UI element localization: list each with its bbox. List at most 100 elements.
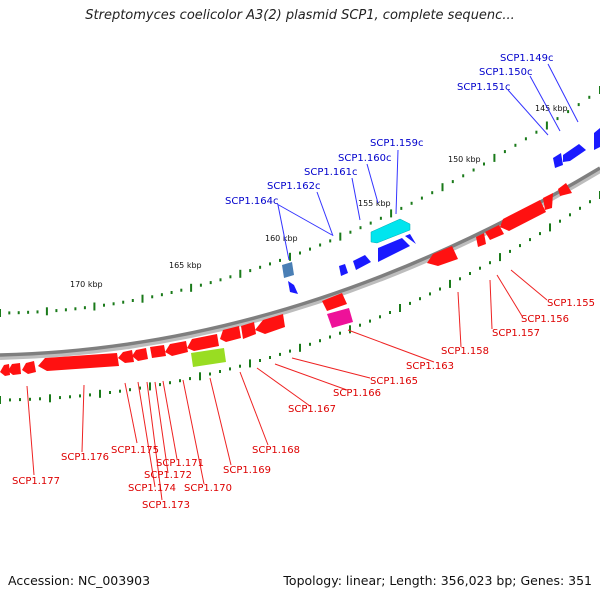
gene-label-reverse: SCP1.157 xyxy=(492,328,540,339)
tick-mark xyxy=(309,247,311,251)
tick-mark xyxy=(229,275,232,279)
tick-mark xyxy=(239,364,241,368)
tick-mark xyxy=(379,315,381,319)
tick-mark xyxy=(588,95,591,99)
gene-label-forward: SCP1.161c xyxy=(304,167,358,178)
tick-mark xyxy=(93,302,96,311)
gene-arrow xyxy=(38,353,119,371)
forward-leader-lines xyxy=(276,63,579,261)
gene-label-reverse: SCP1.174 xyxy=(128,483,176,494)
gene-arrow xyxy=(553,153,563,168)
tick-mark xyxy=(369,221,372,225)
gene-arrow xyxy=(132,348,148,361)
gene-arrow xyxy=(427,246,458,266)
gene-label-reverse: SCP1.156 xyxy=(521,314,569,325)
steel-feature xyxy=(282,262,294,278)
tick-mark xyxy=(199,283,202,287)
tick-mark xyxy=(539,232,541,236)
tick-mark xyxy=(55,309,58,313)
gene-arrow xyxy=(8,363,21,375)
gene-arrow xyxy=(476,233,486,247)
gene-arrow xyxy=(558,183,572,196)
gene-label-forward: SCP1.149c xyxy=(500,53,554,64)
gene-label-reverse: SCP1.167 xyxy=(288,404,336,415)
tick-mark xyxy=(190,283,193,292)
accession-text: Accession: NC_003903 xyxy=(8,573,151,588)
tick-mark xyxy=(451,180,454,184)
gene-label-forward: SCP1.160c xyxy=(338,153,392,164)
tick-mark xyxy=(289,252,291,261)
tick-mark xyxy=(410,201,413,205)
tick-mark xyxy=(319,243,322,247)
kbp-label: 165 kbp xyxy=(169,261,202,270)
tick-mark xyxy=(509,249,511,253)
tick-mark xyxy=(180,288,183,292)
gene-arrow xyxy=(322,293,347,311)
tick-mark xyxy=(229,367,231,371)
tick-mark xyxy=(279,352,281,356)
gene-arrow xyxy=(405,234,416,244)
tick-mark xyxy=(390,209,393,218)
kbp-label: 160 kbp xyxy=(265,234,298,243)
tick-mark xyxy=(489,261,491,265)
tick-mark xyxy=(219,278,222,282)
tick-mark xyxy=(449,279,451,288)
gene-label-reverse: SCP1.176 xyxy=(61,452,109,463)
inner-tick-ring xyxy=(0,191,600,404)
gene-arrow xyxy=(378,238,410,262)
tick-mark xyxy=(299,343,301,352)
gene-label-forward: SCP1.164c xyxy=(225,196,279,207)
tick-mark xyxy=(129,388,131,392)
tick-mark xyxy=(83,306,86,310)
tick-mark xyxy=(429,292,431,296)
tick-mark xyxy=(112,302,115,306)
tick-mark xyxy=(349,230,352,234)
tick-mark xyxy=(556,117,559,121)
tick-mark xyxy=(79,394,81,398)
tick-mark xyxy=(59,396,61,400)
tick-mark xyxy=(399,304,401,312)
tick-mark xyxy=(27,310,30,314)
gene-arrow xyxy=(500,200,546,231)
tick-mark xyxy=(319,339,321,343)
tick-mark xyxy=(483,162,485,166)
tick-mark xyxy=(309,342,311,346)
gene-arrow xyxy=(563,144,586,162)
tick-mark xyxy=(359,323,361,327)
kbp-label: 145 kbp xyxy=(535,104,568,113)
tick-mark xyxy=(259,265,262,269)
tick-mark xyxy=(39,397,41,401)
gene-label-forward: SCP1.162c xyxy=(267,181,321,192)
tick-mark xyxy=(131,299,134,302)
tick-mark xyxy=(499,253,501,262)
cyan-feature xyxy=(370,218,411,244)
tick-mark xyxy=(400,206,403,210)
forward-genes xyxy=(288,128,600,294)
tick-mark xyxy=(170,291,173,294)
tick-mark xyxy=(339,232,342,241)
gene-label-reverse: SCP1.177 xyxy=(12,476,60,487)
tick-mark xyxy=(289,349,291,353)
gene-label-forward: SCP1.150c xyxy=(479,67,533,78)
gene-label-reverse: SCP1.169 xyxy=(223,465,271,476)
tick-mark xyxy=(545,121,548,130)
tick-mark xyxy=(219,370,221,373)
gene-arrow xyxy=(485,225,504,240)
gene-arrow xyxy=(0,364,10,376)
gene-arrow xyxy=(165,341,188,356)
tick-mark xyxy=(99,389,101,398)
tick-mark xyxy=(472,168,475,172)
gene-label-reverse: SCP1.170 xyxy=(184,483,232,494)
gene-arrow xyxy=(118,350,134,363)
gene-arrow xyxy=(241,322,256,339)
tick-mark xyxy=(159,383,161,387)
tick-mark xyxy=(369,319,371,323)
tick-mark xyxy=(103,303,105,307)
tick-mark xyxy=(462,174,465,178)
tick-mark xyxy=(139,386,141,390)
gene-label-reverse: SCP1.155 xyxy=(547,298,595,309)
tick-mark xyxy=(0,396,1,404)
tick-mark xyxy=(279,258,281,262)
tick-mark xyxy=(567,110,570,114)
gene-label-reverse: SCP1.172 xyxy=(144,470,192,481)
